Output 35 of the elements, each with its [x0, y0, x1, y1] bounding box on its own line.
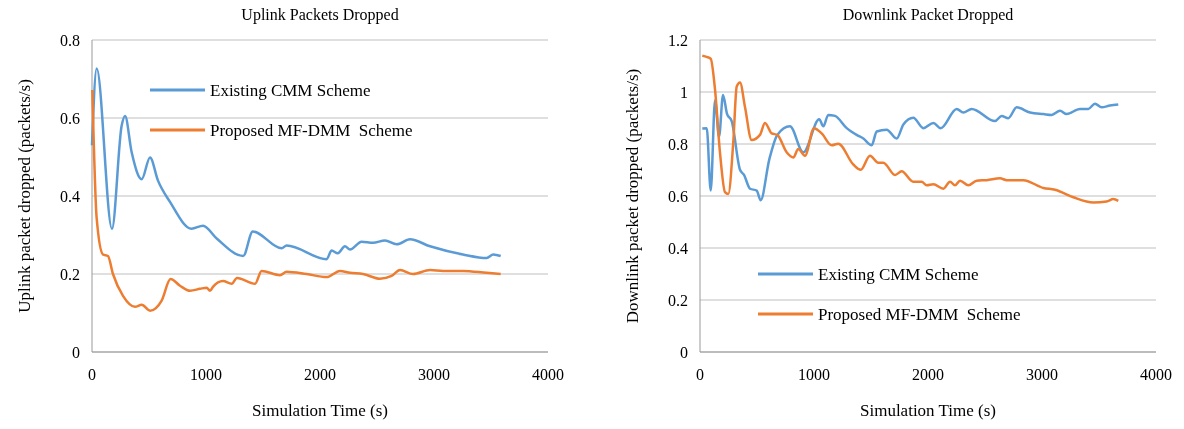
x-tick-label: 3000	[1026, 366, 1058, 383]
y-tick-label: 1.2	[668, 31, 688, 49]
x-tick-label: 1000	[190, 366, 222, 383]
y-tick-label: 1	[680, 83, 688, 101]
y-tick-label: 0.4	[60, 187, 80, 205]
line-series	[90, 67, 502, 261]
y-tick-label: 0.6	[60, 109, 80, 127]
y-tick-label: 0.2	[668, 291, 688, 309]
y-tick-label: 0.6	[668, 187, 688, 205]
x-tick-label: 4000	[1140, 366, 1172, 383]
line-series	[701, 93, 1120, 202]
y-axis-title: Downlink packet dropped (packets/s)	[623, 68, 642, 324]
y-tick-label: 0.2	[60, 265, 80, 283]
y-tick-label: 0	[680, 343, 688, 361]
y-tick-label: 0	[72, 343, 80, 361]
x-tick-label: 0	[696, 366, 704, 383]
legend-label: Proposed MF-DMM Scheme	[210, 120, 413, 140]
legend-label: Existing CMM Scheme	[210, 80, 371, 100]
chart-title: Uplink Packets Dropped	[241, 6, 399, 24]
y-tick-label: 0.8	[668, 135, 688, 153]
x-tick-label: 0	[88, 366, 96, 383]
y-tick-label: 0.8	[60, 31, 80, 49]
legend-label: Existing CMM Scheme	[818, 264, 979, 284]
x-tick-label: 4000	[532, 366, 564, 383]
x-tick-label: 3000	[418, 366, 450, 383]
y-axis-title: Uplink packet dropped (packets/s)	[15, 79, 34, 313]
x-tick-label: 2000	[912, 366, 944, 383]
y-tick-label: 0.4	[668, 239, 688, 257]
line-series	[701, 54, 1120, 204]
x-tick-label: 1000	[798, 366, 830, 383]
x-axis-title: Simulation Time (s)	[251, 401, 389, 420]
chart-title: Downlink Packet Dropped	[842, 6, 1014, 24]
x-tick-label: 2000	[304, 366, 336, 383]
legend-label: Proposed MF-DMM Scheme	[818, 304, 1021, 324]
x-axis-title: Simulation Time (s)	[859, 401, 997, 420]
